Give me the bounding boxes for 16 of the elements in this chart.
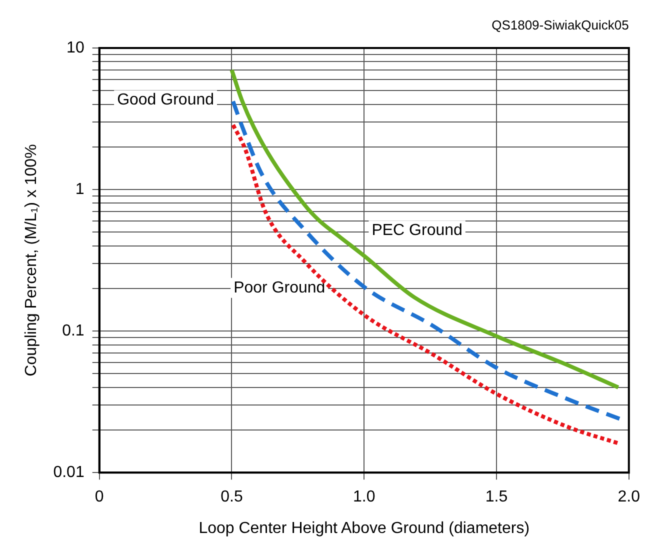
y-axis-title: Coupling Percent, (M/L₁) x 100% [23,144,40,376]
annotation: PEC Ground [372,222,462,239]
y-tick-label: 0.1 [62,322,84,340]
x-tick-label: 0 [94,488,104,506]
x-tick-label: 2.0 [618,488,640,506]
y-tick-label: 1 [75,180,84,198]
x-tick-label: 1.0 [352,488,376,506]
x-axis-title: Loop Center Height Above Ground (diameters) [198,520,530,537]
annotation: Poor Ground [234,279,326,296]
line-series [230,68,620,390]
text: QS1809-SiwiakQuick05 [492,18,629,33]
x-tick-label: 1.5 [485,488,508,506]
y-tick-label: 0.01 [53,464,84,482]
y-tick-label: 10 [66,39,84,56]
x-tick-label: 0.5 [220,488,243,506]
annotation: Good Ground [117,92,214,109]
